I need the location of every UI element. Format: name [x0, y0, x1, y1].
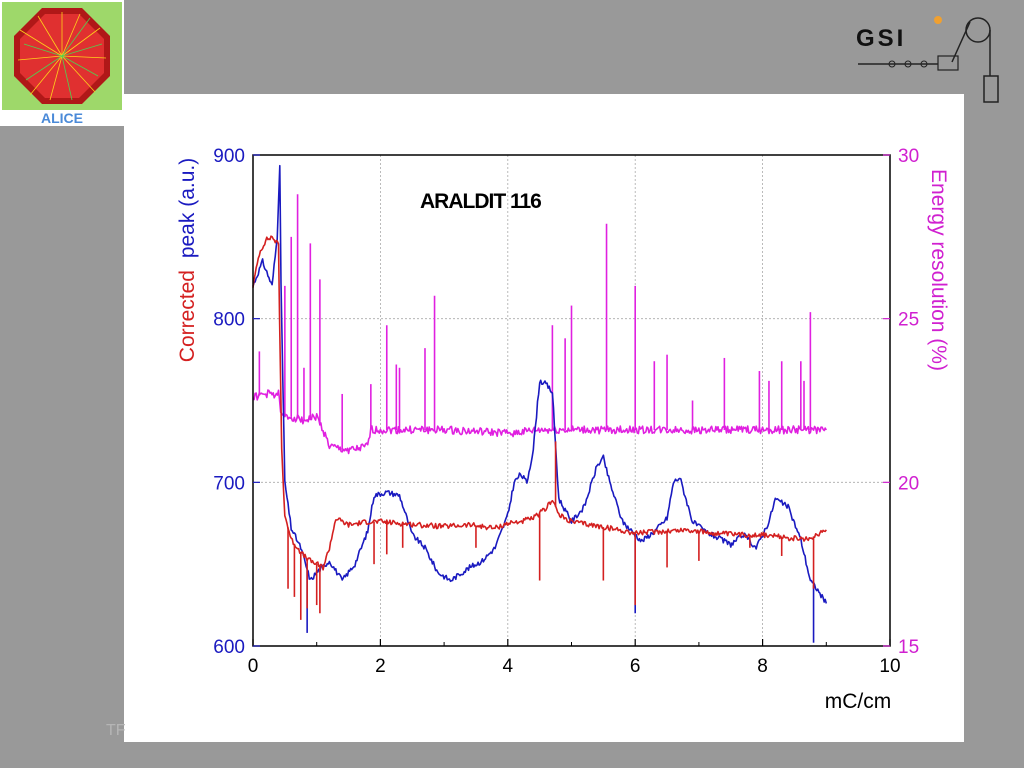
- y-right-tick-label: 30: [898, 146, 919, 167]
- series-magenta: [252, 194, 827, 455]
- alice-logo: ALICE: [0, 0, 124, 126]
- x-axis-title: mC/cm: [825, 690, 892, 713]
- x-tick-label: 0: [248, 656, 259, 677]
- series-line-magenta: [252, 389, 827, 455]
- y-right-tick-label: 15: [898, 637, 919, 658]
- x-tick-label: 4: [503, 656, 514, 677]
- y-right-tick-label: 20: [898, 473, 919, 494]
- chart-title: ARALDIT 116: [420, 190, 541, 213]
- series-layer: [252, 164, 828, 643]
- series-red: [252, 235, 827, 620]
- gsi-logo-text: GSI: [856, 25, 906, 52]
- gsi-logo: GSI: [852, 12, 1002, 107]
- y-left-tick-label: 900: [213, 146, 245, 167]
- slide-panel: [124, 94, 964, 742]
- y-right-axis-title: Energy resolution (%): [927, 169, 950, 371]
- y-left-axis-title-part2: peak (a.u.): [176, 158, 199, 258]
- ticks: 0 2 4 6 8 10 600 700 800 900 15 20 25 30: [213, 146, 919, 677]
- y-left-axis-title: Corrected peak (a.u.): [176, 158, 199, 362]
- x-tick-label: 2: [375, 656, 386, 677]
- y-left-axis-title-part1: Corrected: [176, 270, 199, 362]
- x-tick-label: 8: [757, 656, 768, 677]
- alice-logo-text: ALICE: [41, 110, 83, 126]
- y-left-tick-label: 700: [213, 473, 245, 494]
- series-line-red: [252, 235, 827, 571]
- y-right-tick-label: 25: [898, 310, 919, 331]
- footer-text: TF: [106, 722, 126, 739]
- series-line-blue: [252, 164, 828, 604]
- y-left-tick-label: 600: [213, 637, 245, 658]
- x-tick-label: 6: [630, 656, 641, 677]
- y-left-tick-label: 800: [213, 310, 245, 331]
- x-tick-label: 10: [879, 656, 900, 677]
